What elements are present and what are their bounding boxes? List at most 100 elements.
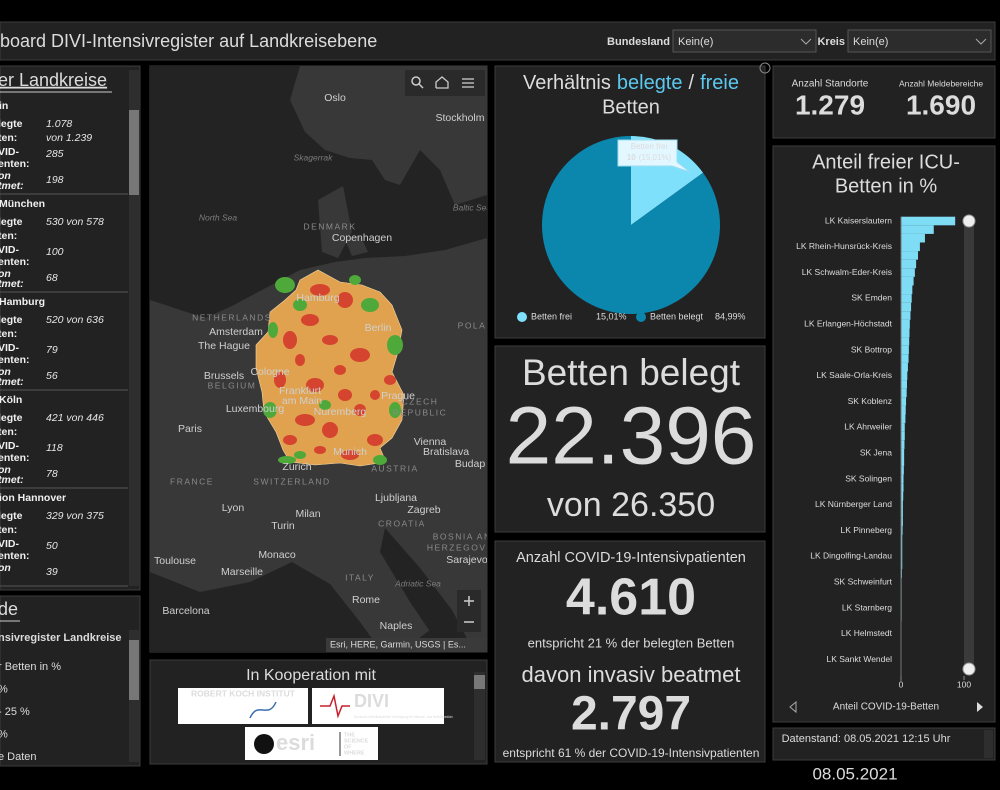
legend-line: % — [0, 728, 8, 740]
date-panel — [772, 727, 996, 761]
map-label: Skagerrak — [294, 152, 333, 162]
map-label: AUSTRIA — [371, 463, 418, 473]
category-label: SK Bottrop — [851, 344, 892, 354]
pie-title: Verhältnis belegte / freie — [523, 72, 739, 94]
scroll-track — [984, 730, 993, 758]
map-label: North Sea — [199, 212, 238, 222]
district-area — [338, 389, 352, 401]
map-label: Naples — [380, 620, 413, 632]
legend-line: e Daten — [0, 751, 37, 763]
bar — [901, 474, 904, 484]
esri-tagline: OF — [344, 744, 352, 750]
bar — [901, 319, 910, 329]
map-label: Stockholm — [435, 112, 484, 124]
map-label: Marseille — [221, 566, 263, 578]
category-label: LK Schwalm-Eder-Kreis — [802, 267, 892, 277]
bar — [901, 216, 956, 226]
bar — [901, 242, 920, 252]
map-label: NETHERLANDS — [192, 312, 272, 322]
bar — [901, 354, 909, 363]
map-label: Cologne — [250, 366, 289, 378]
category-label: LK Helmstedt — [841, 628, 893, 638]
ventilated-note: entspricht 61 % der COVID-19-Intensivpat… — [503, 746, 760, 760]
beds-value: von 1.239 — [46, 132, 92, 144]
ventilated-value: 78 — [46, 468, 58, 480]
field-label: legte — [0, 510, 23, 522]
legend-value: 84,99% — [715, 311, 746, 321]
covid-title: Anzahl COVID-19-Intensivpatienten — [516, 550, 746, 566]
map-label: Zagreb — [407, 504, 440, 516]
district-name: Hamburg — [0, 296, 45, 308]
bar — [901, 233, 925, 243]
search-icon[interactable] — [411, 76, 421, 86]
bar — [901, 543, 903, 553]
district-area — [319, 400, 331, 410]
field-label: ten: — [0, 524, 17, 536]
district-area — [322, 335, 338, 345]
bar — [901, 405, 906, 415]
x-tick-label: 0 — [899, 679, 904, 689]
sites-value: 1.279 — [795, 89, 865, 120]
filter-value: Kein(e) — [853, 36, 888, 48]
bar — [901, 345, 909, 355]
map-label: Vienna — [414, 436, 447, 448]
filter-value: Kein(e) — [678, 36, 713, 48]
bar — [901, 534, 903, 544]
category-label: LK Pinneberg — [840, 525, 892, 535]
district-name: ion Hannover — [0, 492, 66, 504]
scroll-right[interactable] — [977, 702, 983, 712]
map-attribution-bg — [326, 638, 487, 652]
covid-value: 4.610 — [566, 569, 696, 627]
district-area — [373, 455, 387, 465]
ventilated-value: 68 — [46, 272, 58, 284]
scroll-thumb[interactable] — [474, 675, 485, 689]
field-label: enten: — [0, 452, 30, 464]
bar — [901, 526, 903, 535]
map-label: Sarajevo — [446, 554, 488, 566]
bar — [901, 483, 904, 492]
bar — [901, 388, 907, 398]
rki-name: ROBERT KOCH INSTITUT — [191, 688, 296, 698]
tooltip-box — [617, 139, 691, 173]
scroll-handle[interactable] — [962, 662, 976, 676]
beds-total: von 26.350 — [547, 486, 715, 524]
map-label: Copenhagen — [332, 232, 392, 244]
map-label: Lyon — [222, 502, 245, 514]
covid-value: 285 — [45, 148, 64, 160]
legend-line: % — [0, 683, 8, 695]
field-label: on — [0, 562, 11, 574]
scroll-handle[interactable] — [962, 214, 976, 228]
header-panel — [0, 21, 996, 61]
home-icon[interactable] — [435, 76, 449, 89]
category-label: SK Emden — [851, 293, 892, 303]
beds-value: 22.396 — [506, 391, 757, 482]
category-label: LK Starnberg — [842, 602, 892, 612]
filter-dropdown[interactable] — [847, 29, 992, 53]
esri-globe — [254, 734, 274, 754]
germany — [255, 269, 405, 467]
district-area — [350, 348, 370, 362]
expand-icon[interactable] — [759, 62, 771, 74]
district-area — [334, 365, 346, 375]
map-label: Baltic Sea — [453, 202, 492, 212]
sea — [150, 562, 382, 652]
category-label: LK Ahrweiler — [844, 422, 892, 432]
map-label: Monaco — [258, 549, 296, 561]
bar — [901, 276, 914, 286]
scroll-thumb[interactable] — [129, 110, 139, 195]
bar — [901, 337, 910, 346]
filter-dropdown[interactable] — [672, 29, 817, 53]
beds-value: 1.078 — [46, 118, 72, 130]
map-label: Rome — [352, 594, 380, 606]
district-area — [268, 322, 278, 338]
field-label: VID- — [0, 538, 20, 550]
scroll-track — [964, 221, 974, 669]
bar — [901, 251, 919, 260]
covid-panel — [494, 540, 766, 763]
map-label: Berlin — [365, 322, 392, 334]
bar — [901, 294, 912, 303]
field-label: ten: — [0, 132, 17, 144]
scroll-left[interactable] — [789, 700, 797, 714]
esri-tagline: THE — [344, 732, 355, 738]
scroll-thumb[interactable] — [129, 640, 139, 700]
